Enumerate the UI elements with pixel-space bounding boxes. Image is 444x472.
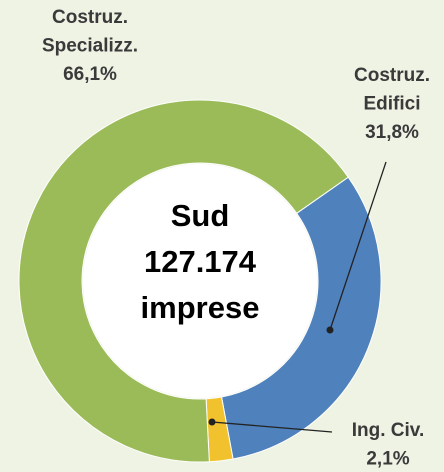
center-text: imprese bbox=[141, 290, 260, 325]
value-label: 31,8% bbox=[365, 122, 419, 143]
leader-line bbox=[329, 161, 387, 331]
center-text: 127.174 bbox=[144, 244, 257, 279]
segment-label: Edifici bbox=[363, 94, 420, 115]
segment-label: Costruz. bbox=[354, 65, 430, 86]
leader-dot bbox=[208, 418, 216, 426]
center-text: Sud bbox=[171, 198, 230, 233]
donut-segment bbox=[220, 176, 382, 460]
segment-label: Ing. Civ. bbox=[352, 420, 424, 441]
segment-label: Specializz. bbox=[42, 36, 138, 57]
segment-label: Costruz. bbox=[52, 7, 128, 28]
leader-dot bbox=[326, 326, 334, 334]
donut-hole bbox=[83, 164, 317, 398]
donut-segment bbox=[18, 99, 349, 463]
value-label: 2,1% bbox=[366, 449, 409, 470]
leader-line bbox=[211, 421, 333, 433]
value-label: 66,1% bbox=[63, 64, 117, 85]
